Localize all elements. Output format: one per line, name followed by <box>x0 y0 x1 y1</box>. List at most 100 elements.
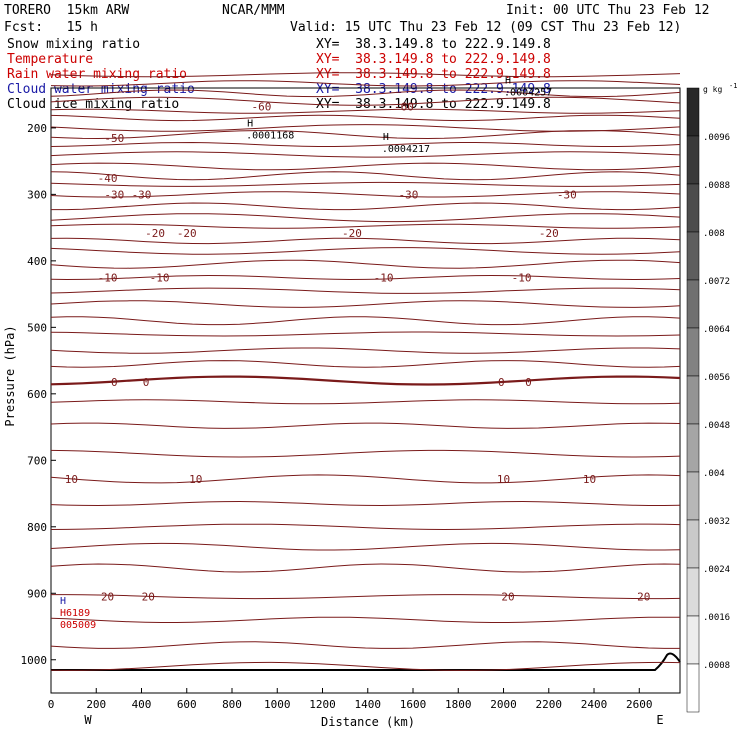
contour-label: -60 <box>394 101 414 114</box>
y-tick-label: 400 <box>27 255 47 268</box>
colorbar-swatch <box>686 663 700 713</box>
x-tick-label: 0 <box>48 698 55 711</box>
colorbar-swatch <box>686 231 700 281</box>
colorbar-unit: g kg <box>703 85 722 94</box>
colorbar-swatch <box>686 615 700 665</box>
isotherm-line <box>50 661 681 671</box>
x-tick-label: 1400 <box>355 698 382 711</box>
temperature-contours <box>50 72 681 671</box>
valid-label: Valid: 15 UTC Thu 23 Feb 12 (09 CST Thu … <box>290 20 682 35</box>
colorbar-swatch <box>686 87 700 137</box>
isotherm-line <box>50 316 681 326</box>
colorbar-tick: .0072 <box>703 277 730 287</box>
y-tick-label: 200 <box>27 122 47 135</box>
isotherm-line <box>50 563 681 573</box>
isotherm-line <box>50 616 681 623</box>
x-tick-label: 1800 <box>445 698 472 711</box>
extremum-value: .0001168 <box>246 131 294 142</box>
isotherm-line <box>51 202 681 211</box>
contour-label: 10 <box>583 473 596 486</box>
extremum-mark: H <box>247 119 253 130</box>
extremum-mark: H <box>383 132 389 143</box>
y-tick-label: 300 <box>27 188 47 201</box>
center-label: NCAR/MMM <box>222 3 285 18</box>
isotherm-line <box>50 181 681 187</box>
isotherm-line <box>50 96 681 106</box>
isotherm-line <box>50 162 681 171</box>
east-label: E <box>656 713 663 727</box>
x-tick-label: 1000 <box>264 698 291 711</box>
contour-label: -10 <box>374 271 394 284</box>
plot-border <box>50 87 681 694</box>
isotherm-line <box>50 287 681 294</box>
isotherm-line <box>51 594 681 600</box>
init-label: Init: 00 UTC Thu 23 Feb 12 <box>506 3 710 18</box>
plot-frame <box>50 87 681 694</box>
colorbar-tick: .0008 <box>703 661 730 671</box>
colorbar-tick: .0096 <box>703 133 730 143</box>
field-name-snow: Snow mixing ratio <box>7 37 141 52</box>
colorbar: .0096 .0088 .008 .0072 .0064 .0056 .0048 .004 .0… <box>686 82 737 713</box>
isotherm-line <box>50 259 681 269</box>
colorbar-tick: .0032 <box>703 517 730 527</box>
field-xy-temperature: XY= 38.3.149.8 to 222.9.149.8 <box>316 52 551 67</box>
isotherm-line <box>50 500 681 507</box>
field-name-temperature: Temperature <box>7 52 94 67</box>
extremum-mark: H <box>505 75 511 86</box>
colorbar-swatch <box>686 279 700 329</box>
isotherm-line <box>50 347 681 354</box>
contour-label: -50 <box>104 132 124 145</box>
colorbar-swatch <box>686 471 700 521</box>
lower-left-label: H <box>60 596 66 607</box>
x-tick-label: 2000 <box>490 698 517 711</box>
forecast-label: Fcst: 15 h <box>4 20 98 35</box>
colorbar-tick: .008 <box>703 229 725 239</box>
contour-label: 10 <box>497 473 510 486</box>
y-tick-label: 1000 <box>21 654 48 667</box>
x-tick-label: 800 <box>222 698 242 711</box>
axis-ticks: 0 200 400 600 800 1000 1200 1400 1600 1800 2000 220… <box>21 122 653 711</box>
colorbar-unit-exponent: -1 <box>729 82 737 90</box>
x-tick-label: 1600 <box>400 698 427 711</box>
contour-label: 10 <box>65 473 78 486</box>
isotherm-line <box>50 237 681 245</box>
isotherm-line <box>50 274 681 281</box>
isotherm-line <box>50 80 681 87</box>
field-xy-snow: XY= 38.3.149.8 to 222.9.149.8 <box>316 37 551 52</box>
isotherm-line <box>50 542 681 551</box>
contour-label: 0 <box>525 376 532 389</box>
contour-label: -40 <box>98 172 118 185</box>
isotherm-line <box>50 300 681 308</box>
contour-label: -20 <box>539 227 559 240</box>
field-xy-cloud-ice: XY= 38.3.149.8 to 222.9.149.8 <box>316 97 551 112</box>
contour-label: 0 <box>111 376 118 389</box>
isotherm-line <box>50 247 681 255</box>
colorbar-tick: .0024 <box>703 565 730 575</box>
x-tick-label: 400 <box>132 698 152 711</box>
colorbar-swatch <box>686 375 700 425</box>
x-tick-label: 1200 <box>309 698 336 711</box>
y-tick-label: 900 <box>27 587 47 600</box>
contour-label: 0 <box>498 376 505 389</box>
isotherm-line <box>50 474 681 484</box>
lower-left-label: H6189 <box>60 608 90 619</box>
isotherm-line <box>50 331 681 337</box>
extremum-value: .0004257 <box>504 87 552 98</box>
contour-label: -60 <box>251 101 271 114</box>
isotherm-line <box>50 375 681 386</box>
x-tick-label: 200 <box>86 698 106 711</box>
isotherm-line <box>50 89 681 98</box>
isotherm-line <box>50 108 681 114</box>
contour-label: -20 <box>177 227 197 240</box>
colorbar-swatch <box>686 567 700 617</box>
isotherm-line <box>50 523 681 531</box>
contour-label: -10 <box>512 271 532 284</box>
colorbar-tick: .0064 <box>703 325 730 335</box>
isotherm-line <box>50 171 681 181</box>
contour-label: 20 <box>142 591 155 604</box>
isotherm-line <box>50 141 681 147</box>
extremum-value: .0004217 <box>382 144 430 155</box>
y-tick-label: 700 <box>27 454 47 467</box>
